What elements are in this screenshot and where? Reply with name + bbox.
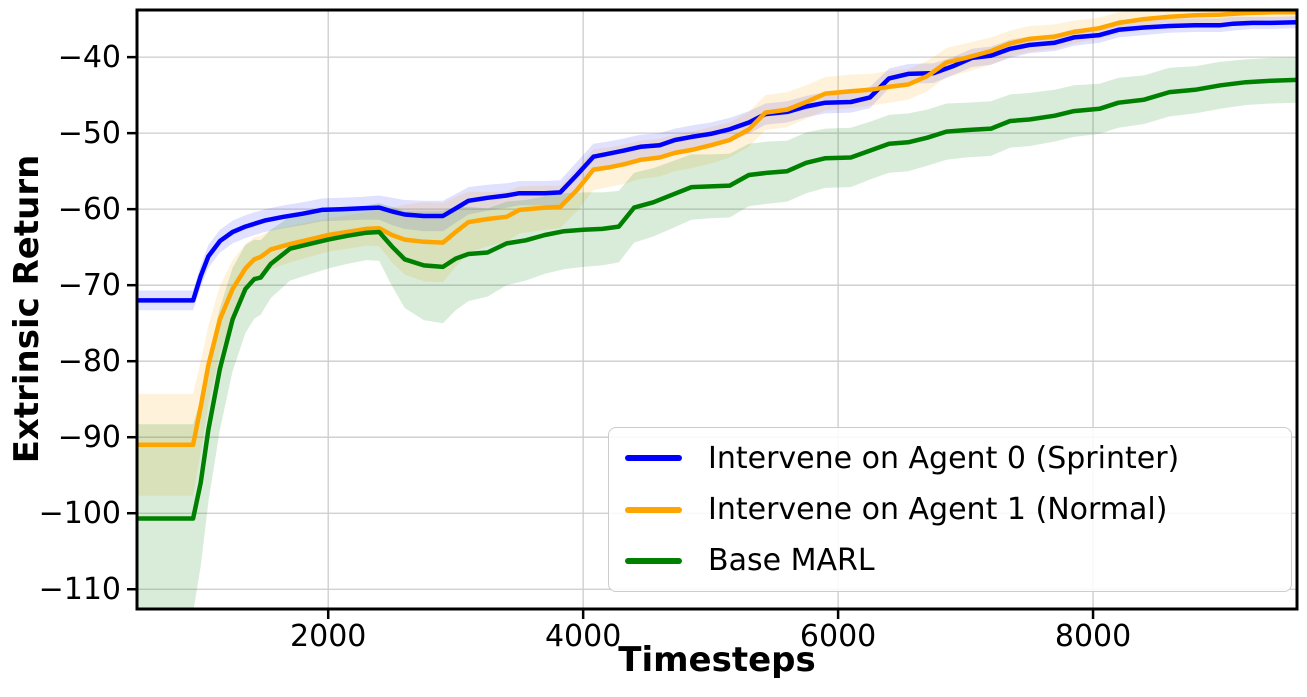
legend-label: Intervene on Agent 1 (Normal) (708, 492, 1168, 527)
x-tick-label-2000: 2000 (290, 619, 366, 654)
legend-row-agent1: Intervene on Agent 1 (Normal) (609, 485, 1291, 535)
y-tick-label--40: −40 (58, 40, 121, 75)
series-line-0 (137, 19, 1297, 303)
x-axis-label: Timesteps (618, 640, 816, 680)
series-line-2 (137, 77, 1297, 521)
y-tick-label--110: −110 (39, 572, 121, 607)
confidence-band-2 (137, 57, 1297, 609)
y-axis-label: Extrinsic Return (7, 154, 47, 464)
legend-line-swatch-blue (625, 455, 682, 462)
legend-row-base-marl: Base MARL (609, 536, 1291, 586)
y-tick-label--60: −60 (58, 192, 121, 227)
y-tick-label--90: −90 (58, 420, 121, 455)
x-tick-label-8000: 8000 (1055, 619, 1131, 654)
legend-label: Base MARL (708, 543, 875, 579)
x-tick-label-4000: 4000 (545, 619, 621, 654)
y-tick-label--80: −80 (58, 344, 121, 379)
legend-line-swatch-orange (625, 506, 682, 513)
y-tick-label--100: −100 (39, 496, 121, 531)
legend-line-swatch-green (625, 557, 682, 564)
legend: Intervene on Agent 0 (Sprinter) Interven… (608, 427, 1292, 592)
legend-row-agent0: Intervene on Agent 0 (Sprinter) (609, 433, 1291, 483)
legend-label: Intervene on Agent 0 (Sprinter) (708, 440, 1180, 476)
series-line-1 (137, 10, 1297, 448)
axes-spines (135, 8, 1299, 611)
y-tick-label--70: −70 (58, 268, 121, 303)
y-tick-label--50: −50 (58, 116, 121, 151)
x-tick-label-6000: 6000 (800, 619, 876, 654)
